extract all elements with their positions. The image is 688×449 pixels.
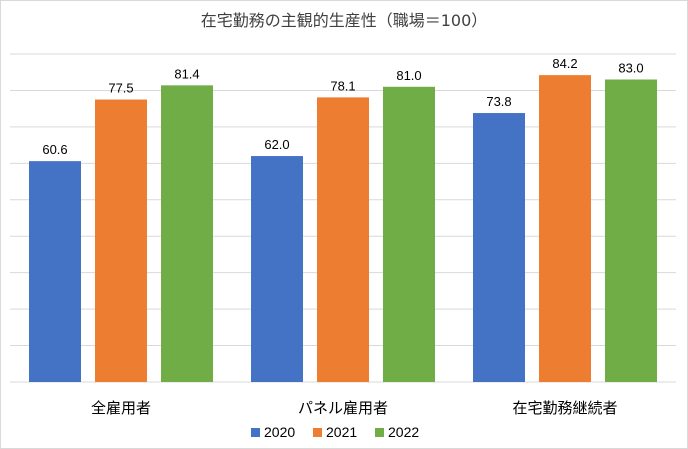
bar-2020-3 bbox=[473, 113, 525, 382]
category-label: 全雇用者 bbox=[91, 399, 151, 417]
data-label: 81.4 bbox=[174, 66, 199, 81]
data-label: 78.1 bbox=[330, 78, 355, 93]
bar-2021-1 bbox=[95, 99, 147, 383]
bar-2022-3 bbox=[605, 79, 657, 382]
bar-2022-1 bbox=[161, 85, 213, 382]
bar-2022-2 bbox=[383, 86, 435, 383]
legend-label-2022: 2022 bbox=[388, 424, 419, 440]
legend-swatch-2022 bbox=[375, 428, 384, 437]
data-labels: 60.6 77.5 81.4 62.0 78.1 81.0 73.8 84.2 83.0 bbox=[42, 56, 643, 157]
legend-swatch-2021 bbox=[313, 428, 322, 437]
data-label: 81.0 bbox=[396, 68, 421, 83]
legend-label-2020: 2020 bbox=[264, 424, 295, 440]
legend-label-2021: 2021 bbox=[326, 424, 357, 440]
data-label: 73.8 bbox=[486, 94, 511, 109]
category-label: 在宅勤務継続者 bbox=[512, 399, 617, 417]
bar-2020-2 bbox=[251, 156, 303, 382]
bar-2021-2 bbox=[317, 97, 369, 382]
bars bbox=[29, 75, 657, 383]
bar-2021-3 bbox=[539, 75, 591, 382]
data-label: 60.6 bbox=[42, 142, 67, 157]
legend-swatch-2020 bbox=[251, 428, 260, 437]
chart-title: 在宅勤務の主観的生産性（職場＝100） bbox=[201, 11, 488, 30]
data-label: 77.5 bbox=[108, 81, 133, 96]
data-label: 84.2 bbox=[552, 56, 577, 71]
legend: 2020 2021 2022 bbox=[251, 424, 419, 440]
data-label: 83.0 bbox=[618, 61, 643, 76]
category-labels: 全雇用者 パネル雇用者 在宅勤務継続者 bbox=[91, 399, 618, 417]
bar-2020-1 bbox=[29, 161, 81, 382]
category-label: パネル雇用者 bbox=[298, 399, 388, 417]
data-label: 62.0 bbox=[264, 137, 289, 152]
